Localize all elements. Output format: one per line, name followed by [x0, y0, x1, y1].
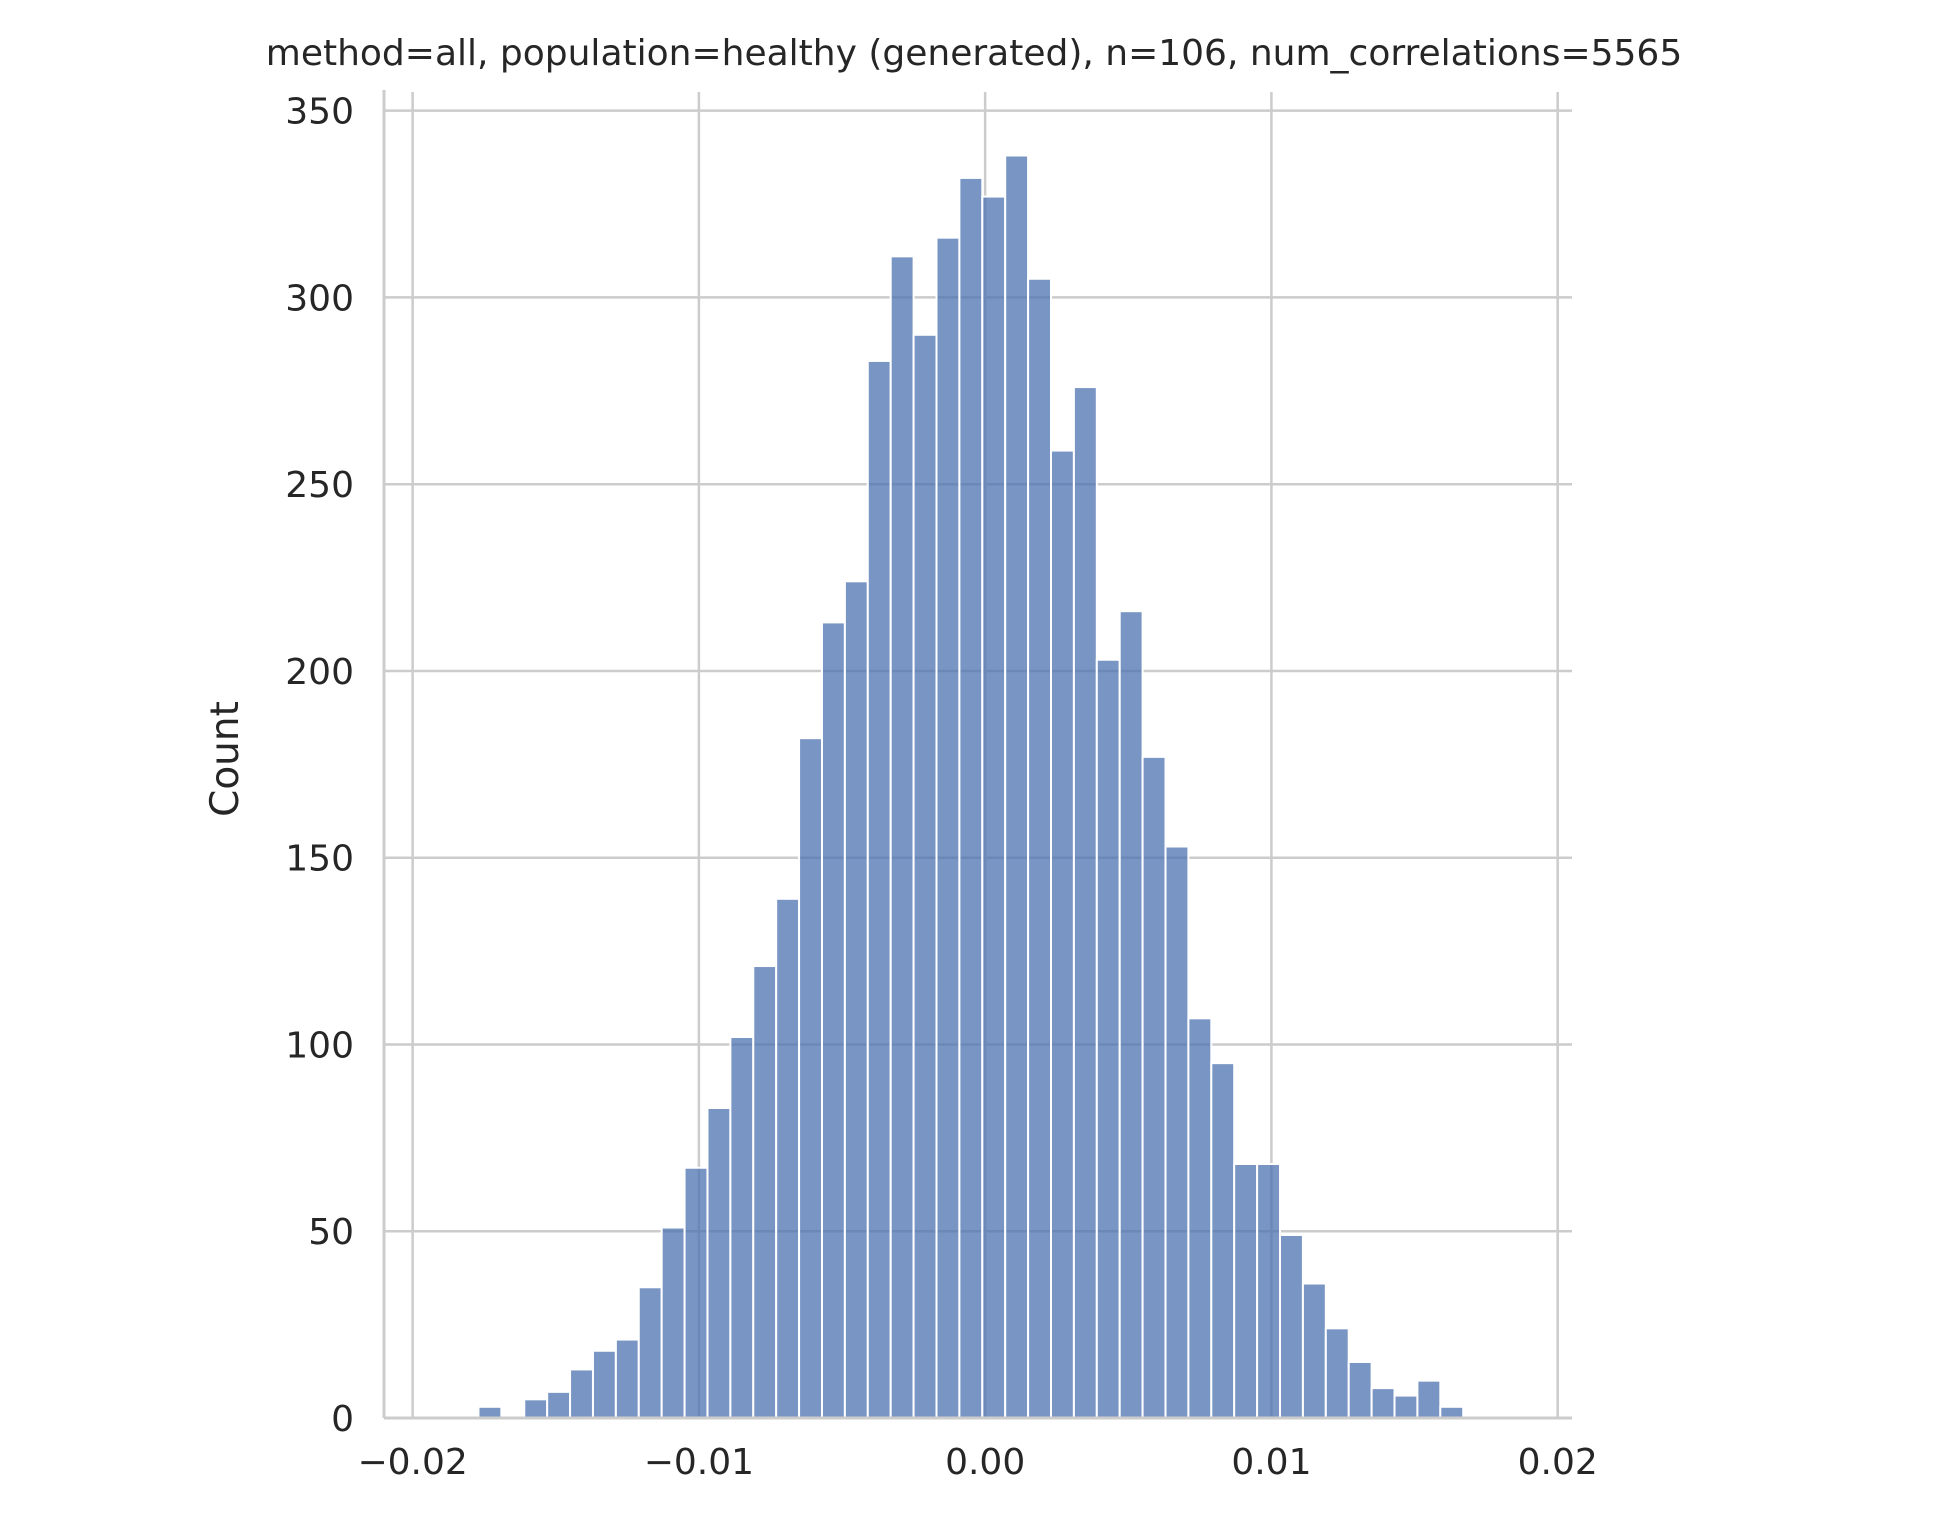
- x-tick-label: 0.00: [945, 1442, 1025, 1483]
- histogram-bar: [1233, 1163, 1259, 1419]
- histogram-bar: [706, 1106, 732, 1419]
- histogram-bar: [546, 1390, 572, 1419]
- y-tick-label: 100: [285, 1025, 354, 1066]
- histogram-bar: [843, 580, 869, 1419]
- x-tick-label: 0.02: [1518, 1442, 1598, 1483]
- histogram-bar: [1095, 658, 1121, 1419]
- histogram-bar: [1027, 277, 1052, 1419]
- histogram-bar: [798, 737, 823, 1419]
- histogram-bar: [935, 236, 961, 1420]
- histogram-bar: [889, 255, 915, 1420]
- histogram-bar: [1324, 1327, 1350, 1420]
- histogram-bar: [1370, 1387, 1396, 1419]
- histogram-bar: [1004, 154, 1030, 1420]
- axis-spines: [382, 90, 1572, 1420]
- histogram-bar: [729, 1036, 755, 1419]
- y-tick-label: 0: [331, 1399, 354, 1440]
- x-tick-label: 0.01: [1231, 1442, 1311, 1483]
- histogram-bar: [1301, 1282, 1327, 1419]
- histogram-bar: [523, 1398, 549, 1420]
- x-tick-label: −0.02: [357, 1442, 467, 1483]
- histogram-bars: [477, 154, 1465, 1420]
- x-tick-labels: −0.02 −0.01 0.00 0.01 0.02: [357, 1442, 1597, 1483]
- y-tick-label: 350: [285, 92, 354, 133]
- histogram-bar: [1210, 1062, 1236, 1419]
- y-tick-labels: 0 50 100 150 200 250 300 350: [285, 92, 354, 1440]
- y-tick-label: 200: [285, 652, 354, 693]
- histogram-bar: [1141, 755, 1167, 1419]
- y-axis-label: Count: [203, 701, 248, 817]
- histogram-bar: [477, 1405, 503, 1419]
- y-tick-label: 250: [285, 465, 354, 506]
- histogram-bar: [912, 333, 938, 1420]
- histogram-bar: [866, 359, 892, 1420]
- histogram-bar: [660, 1226, 686, 1420]
- histogram-bar: [1164, 845, 1190, 1419]
- y-tick-label: 50: [308, 1212, 354, 1253]
- histogram-bar: [1347, 1360, 1373, 1419]
- histogram-bar: [1049, 449, 1075, 1420]
- histogram-bar: [1416, 1379, 1442, 1419]
- histogram-bar: [1393, 1394, 1419, 1420]
- histogram-bar: [1187, 1017, 1213, 1419]
- histogram-bar: [1072, 386, 1098, 1420]
- histogram-bar: [591, 1349, 617, 1420]
- histogram-bar: [1279, 1233, 1304, 1419]
- x-tick-label: −0.01: [644, 1442, 754, 1483]
- y-tick-label: 300: [285, 278, 354, 319]
- y-tick-label: 150: [285, 839, 354, 880]
- histogram-bar: [820, 621, 846, 1419]
- histogram-bar: [637, 1286, 663, 1419]
- histogram-bar: [1256, 1163, 1282, 1419]
- histogram-bar: [683, 1166, 709, 1419]
- histogram-bar: [775, 897, 801, 1419]
- histogram-bar: [958, 176, 984, 1419]
- histogram-bar: [614, 1338, 640, 1419]
- histogram-bar: [1439, 1405, 1465, 1419]
- histogram-bar: [752, 965, 778, 1419]
- histogram-bar: [569, 1368, 594, 1420]
- chart-title: method=all, population=healthy (generate…: [266, 33, 1682, 74]
- histogram-bar: [981, 195, 1007, 1419]
- histogram-bar: [1118, 610, 1144, 1419]
